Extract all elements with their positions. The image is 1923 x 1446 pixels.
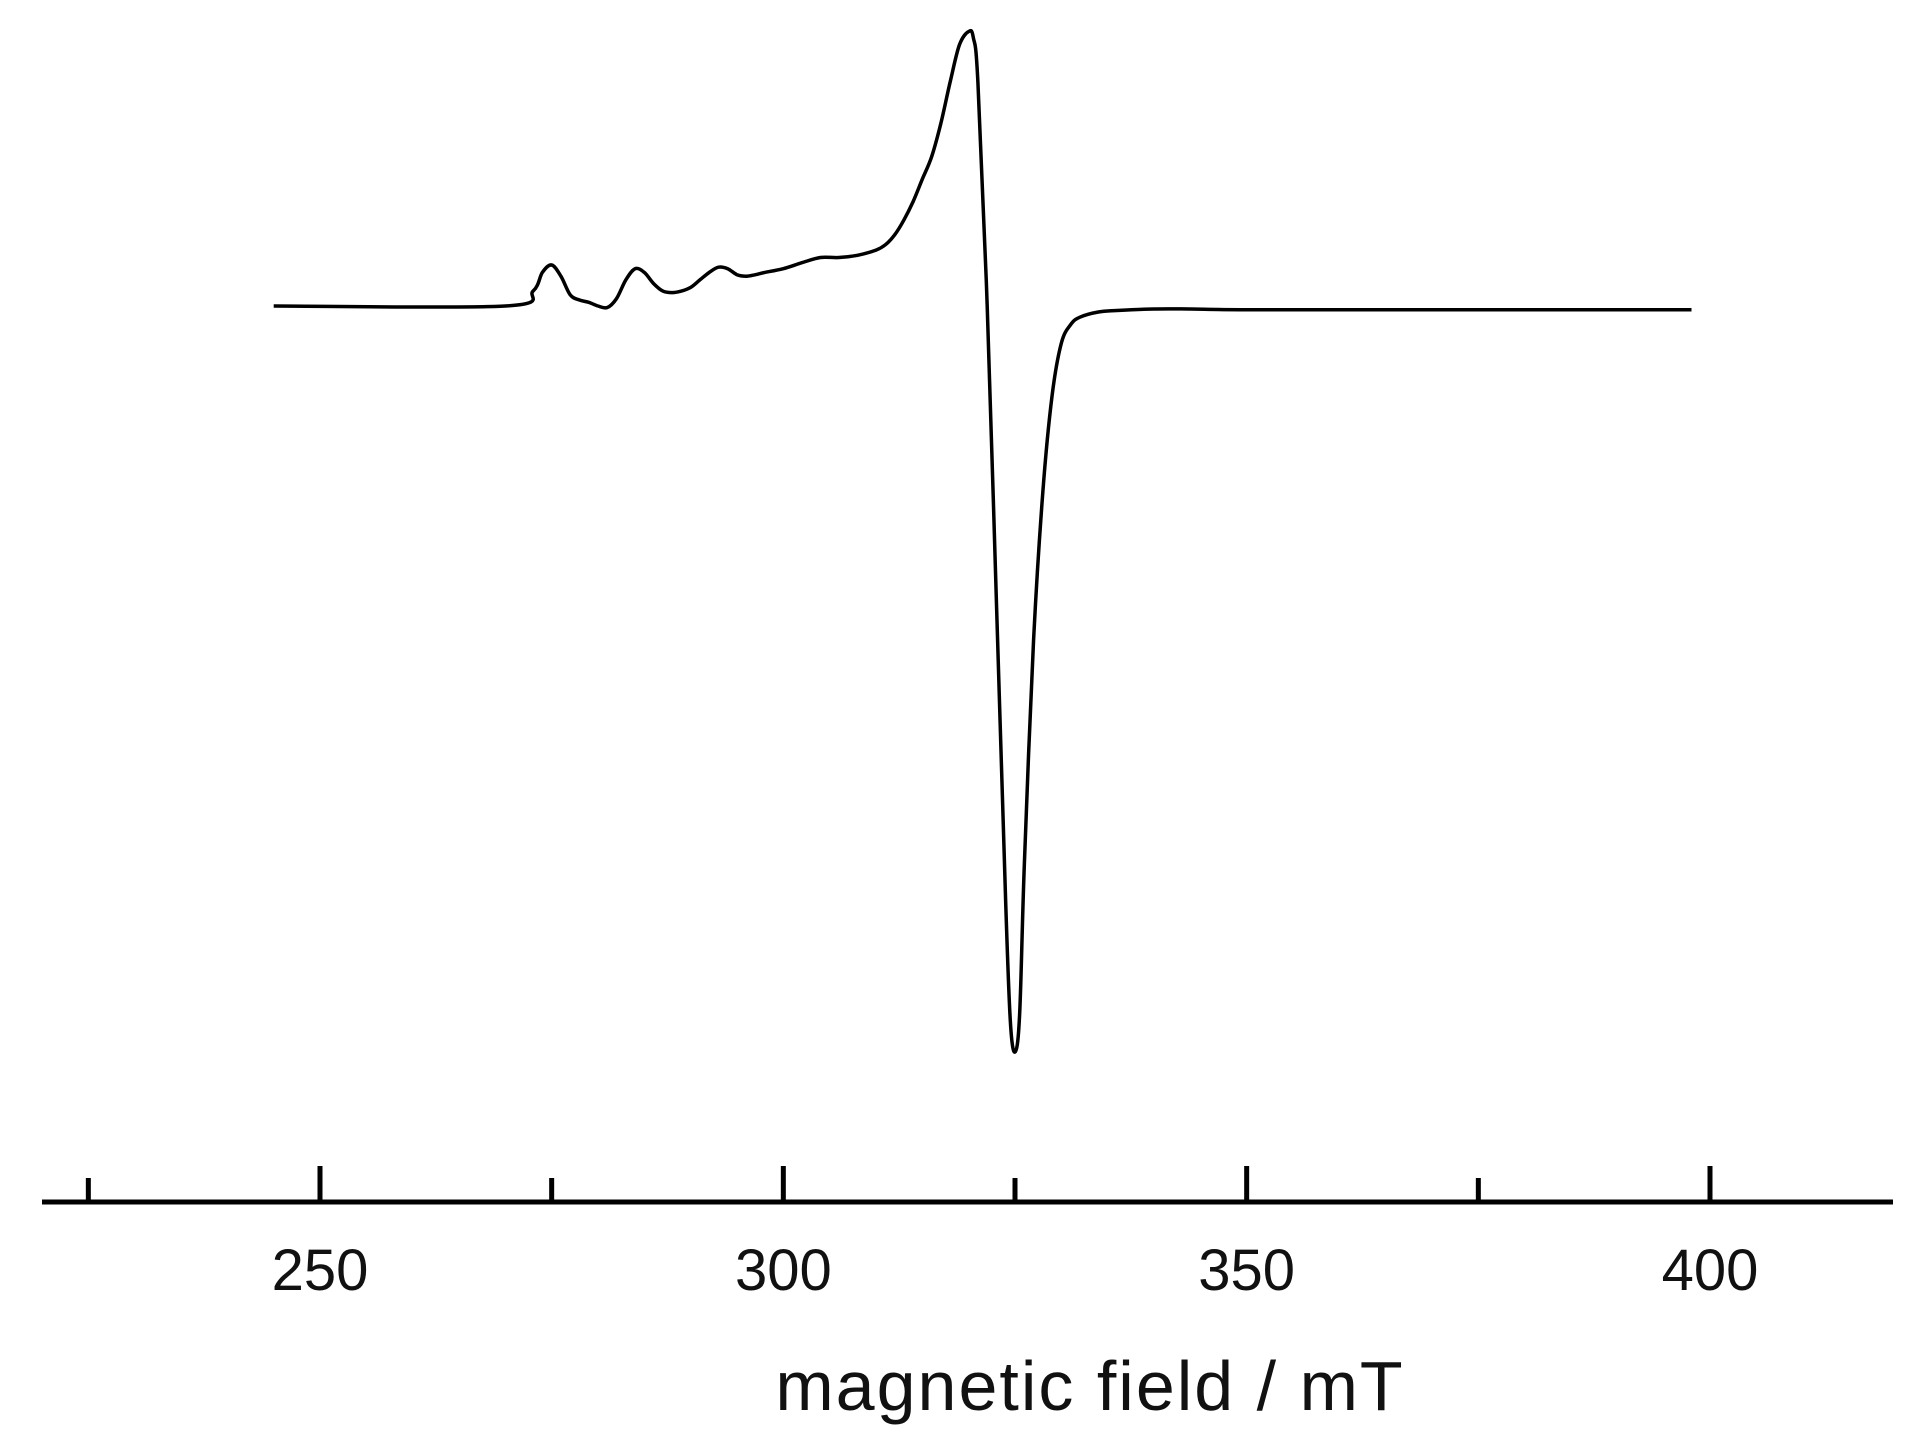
x-axis-ticks	[85, 1166, 1713, 1202]
x-tick-label: 250	[272, 1238, 369, 1303]
x-axis-tick-labels: 250 300 350 400	[272, 1238, 1759, 1303]
x-axis-title: magnetic field / mT	[775, 1347, 1404, 1425]
x-tick-label: 400	[1662, 1238, 1759, 1303]
plot-area	[273, 28, 1692, 1054]
x-tick-label: 300	[735, 1238, 832, 1303]
x-axis: 250 300 350 400	[42, 1166, 1893, 1303]
x-tick-label: 350	[1198, 1238, 1295, 1303]
epr-spectrum-line	[273, 28, 1692, 1054]
